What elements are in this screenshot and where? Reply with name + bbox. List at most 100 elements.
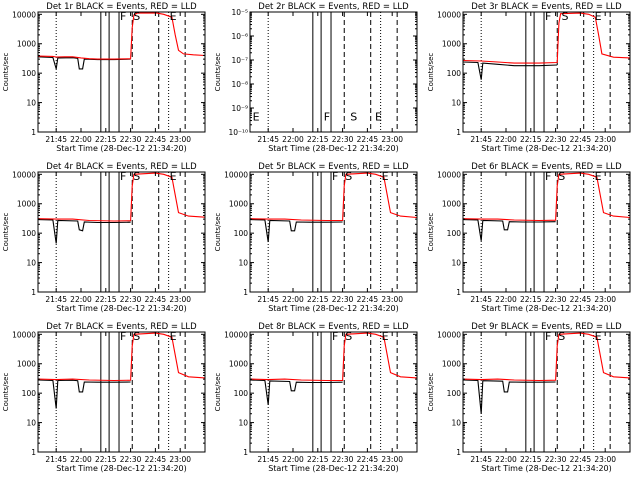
x-axis-label: Start Time (28-Dec-12 21:34:20) — [268, 304, 399, 313]
x-tick-label: 22:30 — [332, 135, 354, 144]
x-tick-label: 22:45 — [145, 135, 167, 144]
marker-label: S — [133, 10, 140, 23]
y-axis-label: Counts/sec — [2, 53, 10, 92]
x-tick-label: 22:45 — [570, 455, 592, 464]
marker-label: S — [558, 170, 565, 183]
y-tick-label: 100 — [447, 69, 462, 78]
y-axis-label: Counts/sec — [2, 213, 10, 252]
x-tick-label: 23:00 — [169, 135, 191, 144]
y-tick-label: 1000 — [229, 200, 248, 209]
x-tick-label: 22:15 — [520, 455, 542, 464]
lld-series — [38, 332, 205, 382]
y-tick-label: 1 — [456, 448, 461, 457]
x-tick-label: 22:00 — [282, 455, 304, 464]
x-tick-label: 21:45 — [45, 135, 67, 144]
y-tick-label: 10000 — [437, 330, 461, 339]
x-tick-label: 22:30 — [120, 295, 142, 304]
marker-label: F — [324, 111, 330, 124]
y-axis-label: Counts/sec — [427, 213, 435, 252]
y-tick-label: 10 — [26, 99, 36, 108]
panel-title: Det 6r BLACK = Events, RED = LLD — [471, 162, 622, 172]
plot-frame — [462, 11, 631, 133]
y-tick-label: 10⁻⁸ — [231, 80, 248, 89]
y-tick-label: 10 — [451, 259, 461, 268]
marker-label: F — [545, 330, 551, 343]
marker-label: E — [170, 170, 177, 183]
x-tick-label: 23:00 — [169, 295, 191, 304]
x-tick-label: 22:45 — [145, 295, 167, 304]
x-tick-label: 21:45 — [257, 455, 279, 464]
x-tick-label: 22:30 — [545, 135, 567, 144]
x-tick-label: 22:15 — [95, 455, 117, 464]
y-tick-label: 1000 — [17, 360, 36, 369]
plot-frame — [37, 11, 206, 133]
marker-label: E — [382, 330, 389, 343]
x-tick-label: 21:45 — [257, 295, 279, 304]
marker-label: S — [562, 10, 569, 23]
y-tick-label: 100 — [447, 229, 462, 238]
plot-frame — [462, 171, 631, 293]
y-tick-label: 1000 — [442, 40, 461, 49]
y-tick-label: 1 — [31, 128, 36, 137]
events-series — [38, 379, 131, 409]
x-axis-label: Start Time (28-Dec-12 21:34:20) — [56, 464, 187, 473]
y-tick-label: 10 — [26, 259, 36, 268]
x-tick-label: 22:45 — [570, 135, 592, 144]
x-tick-label: 22:15 — [520, 135, 542, 144]
y-tick-label: 100 — [234, 389, 249, 398]
marker-label: E — [170, 330, 177, 343]
panel-title: Det 7r BLACK = Events, RED = LLD — [46, 322, 197, 332]
x-tick-label: 22:15 — [307, 295, 329, 304]
y-tick-label: 1000 — [17, 200, 36, 209]
lld-series — [38, 12, 205, 60]
plot-frame — [37, 331, 206, 453]
y-tick-label: 100 — [22, 389, 37, 398]
y-tick-label: 100 — [22, 229, 37, 238]
x-axis-label: Start Time (28-Dec-12 21:34:20) — [56, 144, 187, 153]
x-tick-label: 22:15 — [307, 135, 329, 144]
x-tick-label: 22:45 — [570, 295, 592, 304]
x-tick-label: 22:00 — [70, 455, 92, 464]
y-tick-label: 1000 — [229, 360, 248, 369]
panel-title: Det 2r BLACK = Events, RED = LLD — [258, 2, 409, 12]
marker-label: S — [350, 111, 357, 124]
y-tick-label: 10 — [451, 99, 461, 108]
lld-series — [463, 332, 630, 382]
marker-label: E — [595, 330, 602, 343]
x-tick-label: 22:15 — [307, 455, 329, 464]
y-tick-label: 1 — [243, 448, 248, 457]
y-tick-label: 10000 — [12, 10, 36, 19]
marker-label: S — [133, 170, 140, 183]
marker-label: E — [253, 111, 260, 124]
x-tick-label: 22:00 — [282, 135, 304, 144]
y-tick-label: 1 — [31, 288, 36, 297]
y-tick-label: 1 — [31, 448, 36, 457]
y-tick-label: 100 — [22, 69, 37, 78]
x-tick-label: 23:00 — [381, 295, 403, 304]
y-tick-label: 10000 — [224, 330, 248, 339]
y-tick-label: 1 — [456, 128, 461, 137]
x-tick-label: 22:00 — [282, 295, 304, 304]
marker-label: S — [558, 330, 565, 343]
events-series — [463, 379, 556, 414]
y-tick-label: 10⁻⁷ — [231, 56, 248, 65]
lld-series — [250, 172, 417, 222]
y-tick-label: 1000 — [442, 200, 461, 209]
marker-label: F — [120, 10, 126, 23]
y-tick-label: 10000 — [12, 170, 36, 179]
panel-title: Det 1r BLACK = Events, RED = LLD — [46, 2, 197, 12]
marker-label: S — [345, 330, 352, 343]
x-tick-label: 22:15 — [520, 295, 542, 304]
lld-series — [38, 172, 205, 222]
x-tick-label: 23:00 — [594, 295, 616, 304]
panel-title: Det 5r BLACK = Events, RED = LLD — [258, 162, 409, 172]
marker-label: F — [332, 170, 338, 183]
y-tick-label: 10 — [238, 259, 248, 268]
x-tick-label: 21:45 — [257, 135, 279, 144]
